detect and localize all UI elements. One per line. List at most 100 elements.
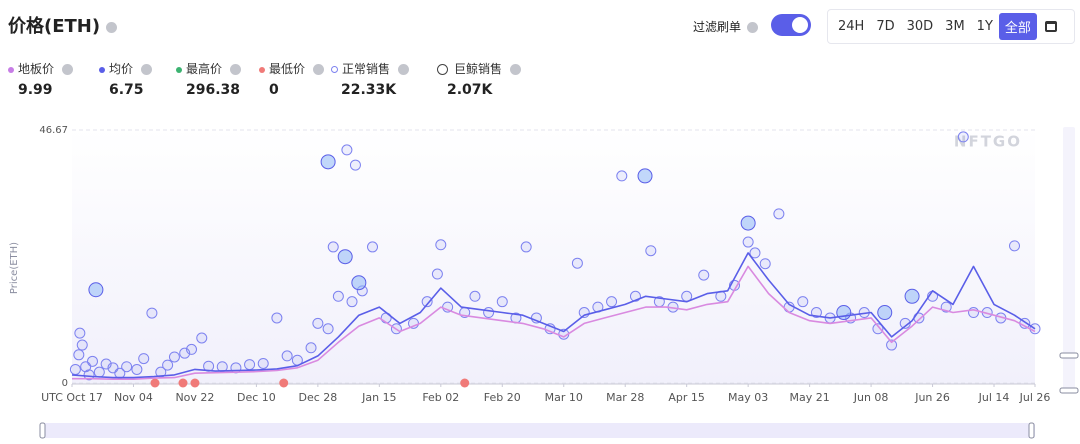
info-icon[interactable] [313, 64, 325, 75]
zoom-handle[interactable] [39, 422, 46, 439]
sale-point [83, 369, 95, 381]
watermark: NFTGO [954, 133, 1022, 151]
range-button[interactable]: 30D [901, 15, 940, 38]
range-button[interactable]: 24H [832, 15, 870, 38]
sale-point [257, 357, 269, 369]
y-tick-label: 46.67 [39, 125, 68, 136]
stat: 正常销售 22.33K [331, 60, 410, 98]
sale-point [138, 353, 150, 365]
sale-point [281, 350, 293, 362]
sale-point [520, 241, 532, 253]
whale-point [637, 168, 653, 184]
stat-marker [259, 66, 265, 73]
info-icon[interactable] [141, 64, 153, 75]
stat-marker [99, 66, 105, 73]
y-tick-label: 0 [62, 378, 68, 389]
whale-point [88, 282, 104, 298]
x-tick-label: Jul 14 [978, 391, 1010, 404]
sale-point [435, 239, 447, 251]
y-handle[interactable] [1059, 387, 1079, 394]
stat-marker [8, 66, 14, 73]
stat-value: 9.99 [18, 82, 53, 98]
stat: 最低价 0 [259, 60, 325, 98]
sale-point [872, 323, 884, 335]
x-tick-label: UTC Oct 17 [41, 391, 103, 404]
info-icon[interactable] [398, 64, 410, 75]
range-button[interactable]: 1Y [971, 15, 999, 38]
stat-label: 最低价 [259, 60, 325, 77]
range-button[interactable]: 7D [870, 15, 900, 38]
zoom-slider[interactable] [40, 423, 1035, 438]
sale-point [244, 359, 256, 371]
range-button[interactable]: 全部 [998, 13, 1037, 40]
sale-point [749, 247, 761, 259]
sale-point [913, 312, 925, 324]
sale-point [742, 236, 754, 248]
whale-point [904, 288, 920, 304]
sale-point [886, 339, 898, 351]
stat-label-text: 巨鲸销售 [454, 62, 503, 76]
stat-label-text: 均价 [109, 62, 134, 76]
sale-point [186, 343, 198, 355]
zoom-handle[interactable] [1028, 422, 1035, 439]
sale-point [196, 332, 208, 344]
sale-point [341, 144, 353, 156]
stat-label-text: 正常销售 [342, 62, 391, 76]
stat-label: 地板价 [8, 60, 74, 77]
low-point [150, 378, 160, 388]
sale-point [121, 361, 133, 373]
stat-marker [437, 64, 448, 75]
x-tick-label: Nov 22 [175, 391, 214, 404]
whale-point [877, 305, 893, 321]
stat-value: 0 [269, 82, 279, 98]
stat-label: 最高价 [176, 60, 242, 77]
info-icon[interactable] [62, 64, 74, 75]
whale-point [337, 249, 353, 265]
filter-label: 过滤刷单 [693, 18, 759, 35]
sale-point [312, 317, 324, 329]
stat: 均价 6.75 [99, 60, 153, 98]
info-icon[interactable] [510, 64, 522, 75]
range-button[interactable]: 3M [939, 15, 971, 38]
sale-point [74, 327, 86, 339]
x-tick-label: Dec 28 [298, 391, 337, 404]
sale-point [168, 351, 180, 363]
stat-label-text: 最低价 [269, 62, 306, 76]
x-tick-label: Feb 02 [422, 391, 459, 404]
y-axis-label: Price(ETH) [9, 242, 20, 294]
stat-label: 均价 [99, 60, 153, 77]
stat-value: 2.07K [447, 82, 493, 98]
stat-label: 正常销售 [331, 60, 410, 77]
filter-toggle[interactable] [771, 14, 811, 36]
y-slider[interactable] [1063, 127, 1075, 392]
y-handle[interactable] [1059, 352, 1079, 359]
sale-point [483, 307, 495, 319]
calendar-icon[interactable] [1044, 21, 1057, 32]
stat-marker [176, 66, 182, 73]
sale-point [69, 363, 81, 375]
stat-label-text: 地板价 [18, 62, 55, 76]
sale-point [73, 349, 85, 361]
low-point [178, 378, 188, 388]
info-icon[interactable] [230, 64, 242, 75]
x-tick-label: Apr 15 [668, 391, 705, 404]
sale-point [146, 307, 158, 319]
sale-point [162, 359, 174, 371]
sale-point [421, 296, 433, 308]
stat: 地板价 9.99 [8, 60, 74, 98]
x-tick-label: Jan 15 [361, 391, 396, 404]
title: 价格(ETH) [8, 12, 118, 38]
sale-point [349, 159, 361, 171]
x-tick-label: Jun 26 [914, 391, 950, 404]
x-tick-label: Feb 20 [484, 391, 521, 404]
whale-point [320, 154, 336, 170]
sale-point [496, 296, 508, 308]
stat-value: 296.38 [186, 82, 241, 98]
info-icon[interactable] [106, 21, 118, 33]
info-icon[interactable] [747, 22, 759, 33]
stat-label: 巨鲸销售 [437, 60, 522, 77]
sale-point [759, 258, 771, 270]
x-tick-label: May 21 [789, 391, 829, 404]
sale-point [773, 208, 785, 220]
